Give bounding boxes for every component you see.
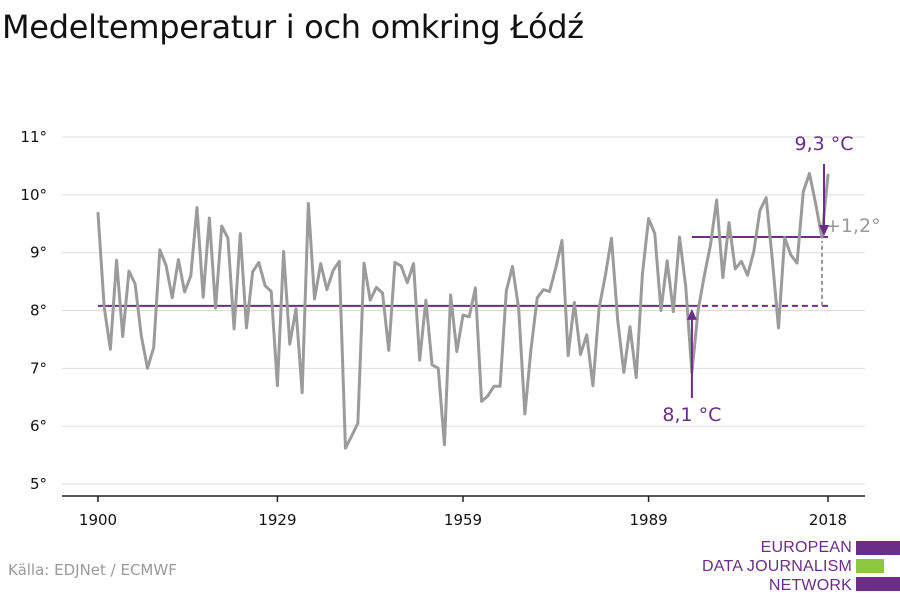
y-tick-label: 5° bbox=[30, 475, 47, 493]
x-tick-label: 1989 bbox=[629, 511, 667, 529]
edjnet-logo: EUROPEAN DATA JOURNALISM NETWORK bbox=[700, 538, 900, 596]
gridlines bbox=[62, 136, 865, 485]
baseline-mean-label: 8,1 °C bbox=[662, 404, 721, 426]
difference-label: +1,2° bbox=[825, 215, 881, 237]
logo-line-3: NETWORK bbox=[768, 577, 852, 594]
logo-line-2: DATA JOURNALISM bbox=[702, 558, 852, 575]
logo-bar-green bbox=[856, 559, 884, 573]
logo-line-1: EUROPEAN bbox=[760, 539, 852, 556]
logo-bar-purple-2 bbox=[856, 577, 900, 591]
series-layer bbox=[96, 171, 830, 450]
y-tick-label: 10° bbox=[20, 186, 47, 204]
x-tick-label: 1900 bbox=[79, 511, 117, 529]
baseline-arrow-head bbox=[686, 308, 697, 320]
x-tick-label: 2018 bbox=[809, 511, 847, 529]
logo-text: EUROPEAN DATA JOURNALISM NETWORK bbox=[702, 538, 852, 595]
source-note: Källa: EDJNet / ECMWF bbox=[8, 561, 177, 579]
reference-lines bbox=[98, 236, 828, 307]
temperature-series-line bbox=[96, 171, 830, 450]
x-tick-label: 1959 bbox=[444, 511, 482, 529]
chart-title: Medeltemperatur i och omkring Łódź bbox=[2, 8, 584, 46]
y-axis-ticks: 5° 6° 7° 8° 9° 10° 11° bbox=[20, 128, 47, 493]
recent-arrow-head bbox=[819, 225, 829, 237]
recent-mean-label: 9,3 °C bbox=[794, 133, 853, 155]
y-tick-label: 9° bbox=[30, 244, 47, 262]
x-axis: 1900 1929 1959 1989 2018 bbox=[62, 495, 865, 529]
annotations: +1,2° 9,3 °C 8,1 °C bbox=[662, 133, 880, 426]
y-tick-label: 8° bbox=[30, 302, 47, 320]
y-tick-label: 7° bbox=[30, 359, 47, 377]
logo-bar-purple-1 bbox=[856, 541, 900, 555]
x-tick-label: 1929 bbox=[258, 511, 296, 529]
y-tick-label: 6° bbox=[30, 417, 47, 435]
y-tick-label: 11° bbox=[20, 128, 47, 146]
